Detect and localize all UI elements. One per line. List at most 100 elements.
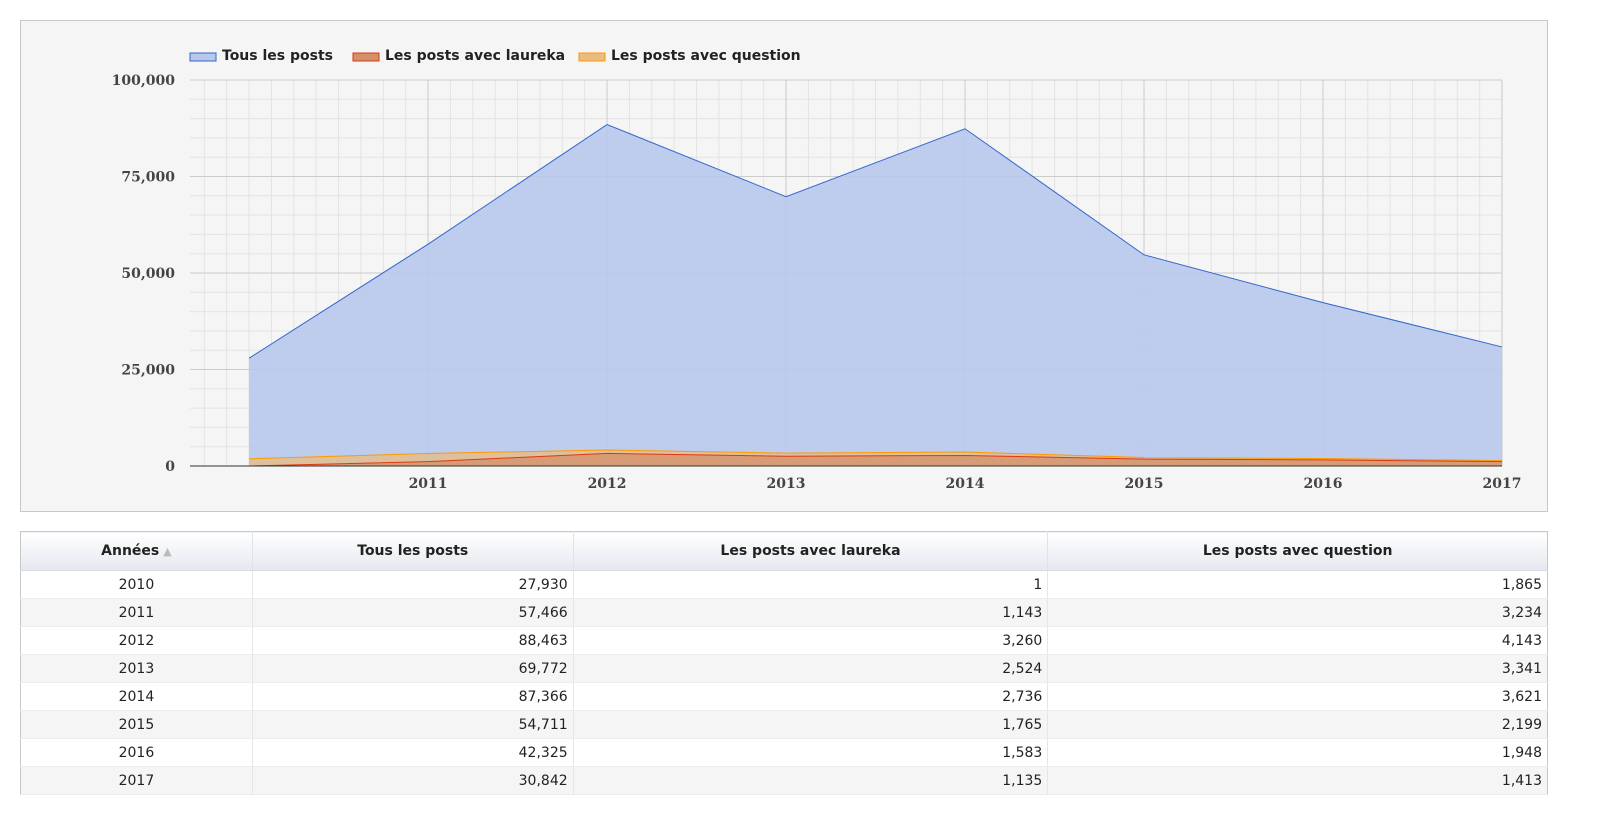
- sort-ascending-icon: ▲: [163, 545, 172, 558]
- data-point: [964, 454, 967, 457]
- series-0: [248, 123, 1504, 466]
- cell-all-posts: 57,466: [252, 598, 574, 627]
- cell-year: 2014: [20, 682, 253, 711]
- cell-all-posts: 87,366: [252, 682, 574, 711]
- data-point: [1143, 253, 1146, 256]
- cell-question-posts: 3,621: [1047, 682, 1548, 711]
- cell-laureka-posts: 1,765: [573, 710, 1049, 739]
- legend-item: Tous les posts: [189, 48, 333, 64]
- y-tick-label: 75,000: [121, 170, 175, 186]
- x-tick-label: 2017: [1483, 476, 1522, 492]
- legend-swatch: [352, 52, 380, 62]
- y-tick-label: 0: [165, 459, 175, 475]
- data-point: [785, 452, 788, 455]
- y-tick-label: 25,000: [121, 363, 175, 379]
- table-header-row: Années ▲ Tous les posts Les posts avec la…: [20, 531, 1548, 571]
- column-header-question-posts[interactable]: Les posts avec question: [1047, 531, 1548, 571]
- data-point: [606, 449, 609, 452]
- data-point: [248, 357, 251, 360]
- cell-question-posts: 1,413: [1047, 766, 1548, 795]
- series-line: [249, 452, 1503, 467]
- legend-label: Les posts avec question: [611, 48, 801, 64]
- cell-year: 2011: [20, 598, 253, 627]
- column-header-label: Tous les posts: [357, 543, 469, 559]
- cell-year: 2013: [20, 654, 253, 683]
- table-row: 2017 30,842 1,135 1,413: [20, 766, 1548, 795]
- column-header-years[interactable]: Années ▲: [20, 531, 253, 571]
- cell-laureka-posts: 1,135: [573, 766, 1049, 795]
- x-tick-label: 2011: [409, 476, 448, 492]
- data-point: [785, 195, 788, 198]
- cell-year: 2012: [20, 626, 253, 655]
- cell-year: 2016: [20, 738, 253, 767]
- legend-label: Les posts avec laureka: [385, 48, 565, 64]
- series-area: [249, 453, 1502, 466]
- table-row: 2014 87,366 2,736 3,621: [20, 682, 1548, 711]
- x-tick-label: 2016: [1304, 476, 1343, 492]
- data-point: [1501, 460, 1504, 463]
- y-tick-label: 100,000: [112, 73, 176, 89]
- data-point: [606, 123, 609, 126]
- data-point: [1501, 345, 1504, 348]
- data-point: [427, 243, 430, 246]
- cell-year: 2010: [20, 570, 253, 599]
- series-area: [249, 124, 1502, 466]
- legend-swatch: [189, 52, 217, 62]
- data-point: [427, 460, 430, 463]
- legend-label: Tous les posts: [222, 48, 333, 64]
- data-point: [606, 452, 609, 455]
- cell-question-posts: 2,199: [1047, 710, 1548, 739]
- series-1: [249, 452, 1504, 467]
- legend-swatch: [578, 52, 606, 62]
- cell-question-posts: 1,865: [1047, 570, 1548, 599]
- column-header-label: Les posts avec laureka: [720, 543, 901, 559]
- cell-all-posts: 69,772: [252, 654, 574, 683]
- cell-all-posts: 42,325: [252, 738, 574, 767]
- cell-laureka-posts: 2,524: [573, 654, 1049, 683]
- table-row: 2010 27,930 1 1,865: [20, 570, 1548, 599]
- data-point: [1143, 458, 1146, 461]
- cell-year: 2017: [20, 766, 253, 795]
- cell-year: 2015: [20, 710, 253, 739]
- series-line: [248, 123, 1503, 359]
- column-header-all-posts[interactable]: Tous les posts: [252, 531, 574, 571]
- table-row: 2012 88,463 3,260 4,143: [20, 626, 1548, 655]
- cell-all-posts: 27,930: [252, 570, 574, 599]
- column-header-laureka-posts[interactable]: Les posts avec laureka: [573, 531, 1049, 571]
- data-table: Années ▲ Tous les posts Les posts avec la…: [20, 531, 1548, 795]
- cell-laureka-posts: 1,583: [573, 738, 1049, 767]
- column-header-label: Années: [101, 543, 160, 559]
- data-point: [964, 451, 967, 454]
- table-row: 2015 54,711 1,765 2,199: [20, 710, 1548, 739]
- column-header-label: Les posts avec question: [1202, 543, 1393, 559]
- legend-item: Les posts avec question: [578, 48, 801, 64]
- data-point: [785, 455, 788, 458]
- cell-laureka-posts: 2,736: [573, 682, 1049, 711]
- area-chart: 0 25,000 50,000 75,000 100,000 2011 2012 2013 20…: [112, 48, 1522, 492]
- data-point: [1322, 458, 1325, 461]
- cell-all-posts: 54,711: [252, 710, 574, 739]
- cell-all-posts: 30,842: [252, 766, 574, 795]
- cell-laureka-posts: 3,260: [573, 626, 1049, 655]
- table-row: 2016 42,325 1,583 1,948: [20, 738, 1548, 767]
- x-tick-label: 2014: [946, 476, 985, 492]
- data-point: [1322, 301, 1325, 304]
- table-row: 2013 69,772 2,524 3,341: [20, 654, 1548, 683]
- chart-panel: 0 25,000 50,000 75,000 100,000 2011 2012 2013 20…: [20, 20, 1548, 512]
- x-tick-label: 2013: [767, 476, 806, 492]
- cell-all-posts: 88,463: [252, 626, 574, 655]
- cell-laureka-posts: 1: [573, 570, 1049, 599]
- data-point: [248, 457, 251, 460]
- series-line: [249, 449, 1503, 462]
- cell-question-posts: 3,234: [1047, 598, 1548, 627]
- data-point: [427, 452, 430, 455]
- x-tick-label: 2015: [1125, 476, 1164, 492]
- table-row: 2011 57,466 1,143 3,234: [20, 598, 1548, 627]
- cell-question-posts: 3,341: [1047, 654, 1548, 683]
- cell-question-posts: 4,143: [1047, 626, 1548, 655]
- data-point: [964, 127, 967, 130]
- x-tick-label: 2012: [588, 476, 627, 492]
- cell-question-posts: 1,948: [1047, 738, 1548, 767]
- y-tick-label: 50,000: [121, 266, 175, 282]
- cell-laureka-posts: 1,143: [573, 598, 1049, 627]
